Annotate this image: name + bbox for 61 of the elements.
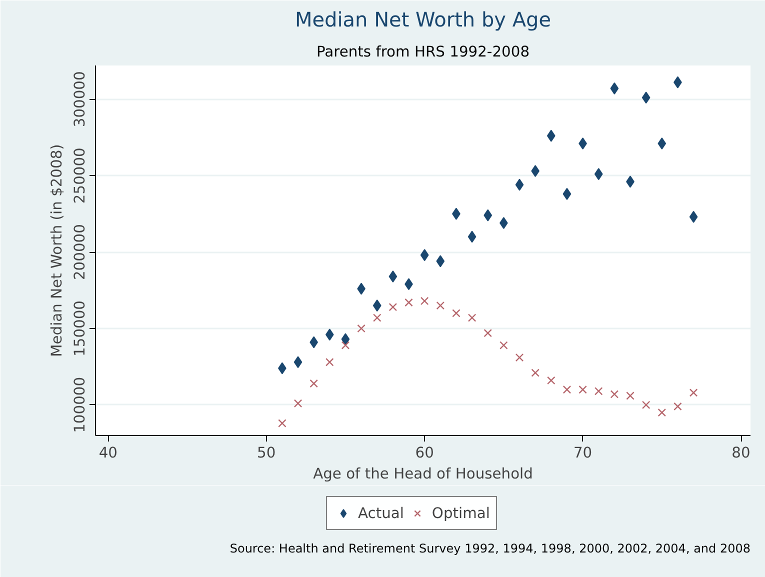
chart-subtitle: Parents from HRS 1992-2008 — [316, 44, 530, 60]
point — [294, 356, 302, 368]
point — [642, 92, 650, 104]
y-tick-label: 100000 — [72, 376, 88, 433]
point — [562, 385, 572, 394]
point — [420, 296, 429, 306]
point — [594, 168, 603, 180]
x-tick-label: 40 — [98, 444, 118, 462]
point — [420, 249, 429, 262]
point — [325, 328, 334, 341]
point — [547, 376, 556, 385]
x-tick-label: 50 — [257, 444, 276, 462]
source-note: Source: Health and Retirement Survey 1992, 1994, 1998, 2000, 2002, 2004, and 2008 — [230, 542, 751, 556]
y-tick-label: 150000 — [72, 300, 88, 356]
y-tick-label: 300000 — [72, 71, 88, 128]
point — [610, 390, 619, 398]
point — [404, 298, 413, 307]
point — [326, 358, 334, 366]
point — [658, 137, 666, 150]
point — [484, 328, 492, 338]
point — [341, 333, 350, 346]
point — [658, 408, 666, 417]
point — [578, 385, 587, 394]
y-tick-label: 200000 — [72, 224, 88, 280]
point — [468, 230, 476, 243]
point — [531, 368, 540, 377]
chart-title: Median Net Worth by Age — [294, 8, 552, 32]
point — [388, 302, 398, 312]
y-axis-title: Median Net Worth (in $2008) — [48, 144, 66, 357]
point — [436, 301, 445, 310]
x-tick-label: 60 — [415, 444, 434, 462]
point — [452, 309, 460, 318]
point — [278, 419, 286, 428]
point — [388, 270, 398, 282]
point — [546, 130, 556, 142]
point — [594, 387, 603, 396]
point — [642, 400, 650, 410]
point — [500, 341, 508, 350]
legend-label: Optimal — [432, 504, 490, 522]
point — [484, 209, 492, 222]
point — [515, 353, 524, 362]
legend-label: Actual — [358, 504, 404, 522]
point — [341, 341, 350, 350]
point — [689, 388, 698, 397]
x-tick-label: 70 — [573, 444, 592, 462]
x-tick-label: 80 — [732, 444, 750, 462]
point — [294, 399, 302, 408]
point — [610, 82, 619, 94]
point — [674, 402, 682, 411]
y-tick-label: 250000 — [72, 148, 88, 204]
point — [468, 314, 476, 322]
point — [436, 255, 445, 268]
x-axis-title: Age of the Head of Household — [313, 466, 533, 482]
point — [626, 392, 634, 400]
point — [689, 210, 698, 223]
point — [372, 300, 382, 312]
point — [515, 178, 524, 191]
point — [562, 188, 572, 200]
point — [357, 324, 366, 333]
point — [372, 314, 382, 322]
point — [310, 379, 318, 388]
